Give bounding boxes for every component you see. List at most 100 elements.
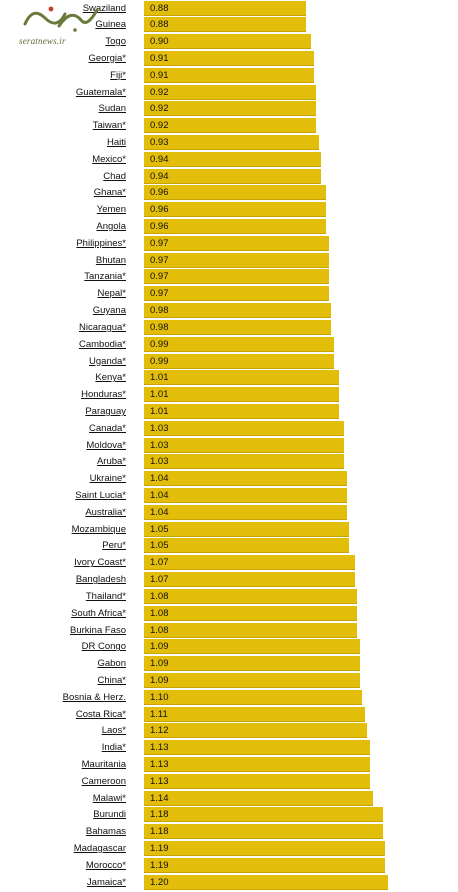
country-label: DR Congo — [0, 639, 126, 654]
country-label: Morocco* — [0, 858, 126, 873]
country-label-text: Cambodia* — [79, 338, 126, 350]
bar-value-label: 0.97 — [150, 271, 169, 283]
country-label-text: Nicaragua* — [79, 321, 126, 333]
country-label-text: Bhutan — [95, 254, 126, 266]
bar-value-label: 0.92 — [150, 103, 169, 115]
country-label: Chad — [0, 169, 126, 184]
bar-value-label: 1.09 — [150, 674, 169, 686]
bar — [144, 50, 314, 66]
country-label-text: Bahamas — [85, 826, 126, 838]
country-label: Angola — [0, 219, 126, 234]
bar — [144, 202, 327, 218]
country-label-text: Laos* — [101, 725, 126, 737]
bar — [144, 84, 317, 100]
country-label: Fiji* — [0, 68, 126, 83]
bar — [144, 588, 358, 604]
bar-row: Bahamas 1.18 — [0, 824, 458, 841]
bar-value-label: 1.03 — [150, 456, 169, 468]
bar-row: China* 1.09 — [0, 672, 458, 690]
bar-row: Mauritania 1.13 — [0, 757, 458, 774]
bar-value-label: 1.13 — [150, 759, 169, 770]
bar-value-label: 1.03 — [150, 422, 169, 434]
bar — [144, 17, 306, 33]
country-label-text: Georgia* — [88, 52, 127, 64]
bar-value-label: 1.07 — [150, 557, 169, 569]
bar-value-label: 0.96 — [150, 204, 169, 216]
bar — [144, 740, 371, 756]
country-label: Burkina Faso — [0, 623, 126, 638]
country-label-text: Bangladesh — [75, 574, 126, 586]
bar-row: Moldova* 1.03 — [0, 437, 458, 455]
bar-value-label: 0.92 — [150, 120, 169, 132]
country-label: Jamaica* — [0, 875, 126, 890]
country-label: Georgia* — [0, 51, 127, 66]
bar-row: Cameroon 1.13 — [0, 773, 458, 791]
bar-value-label: 0.94 — [150, 170, 169, 182]
country-label: Guyana — [0, 303, 126, 318]
bar-row: Mexico* 0.94 — [0, 151, 458, 169]
bar-row: Bosnia & Herz. 1.10 — [0, 689, 458, 707]
bar-value-label: 0.88 — [150, 19, 169, 31]
country-label-text: Yemen — [96, 204, 126, 216]
bar-value-label: 1.10 — [150, 691, 169, 703]
bar-row: Gabon 1.09 — [0, 656, 458, 673]
bar — [144, 235, 329, 251]
bar-value-label: 1.19 — [150, 859, 169, 871]
country-label: Bahamas — [0, 824, 126, 839]
bar-row: Madagascar 1.19 — [0, 841, 458, 858]
bar-value-label: 0.99 — [150, 338, 169, 350]
country-label: Guatemala* — [0, 85, 126, 100]
bar — [144, 471, 347, 487]
bar-row: Thailand* 1.08 — [0, 588, 458, 606]
bar-row: Bhutan 0.97 — [0, 252, 458, 270]
bar-value-label: 0.98 — [150, 321, 169, 333]
bar-value-label: 0.99 — [150, 355, 169, 367]
bar — [144, 488, 347, 504]
bar-value-label: 0.91 — [150, 69, 169, 81]
country-label-text: Saint Lucia* — [75, 490, 126, 502]
bar-value-label: 0.97 — [150, 288, 169, 300]
bar — [144, 269, 329, 285]
country-label: Uganda* — [0, 354, 126, 369]
country-label: Cambodia* — [0, 337, 126, 352]
bar — [144, 857, 386, 873]
country-label-text: Uganda* — [89, 355, 126, 367]
bar — [144, 504, 347, 520]
bar — [144, 824, 383, 840]
country-label-text: Burkina Faso — [70, 624, 126, 636]
bar — [144, 807, 383, 823]
country-label: Moldova* — [0, 438, 126, 453]
country-label-text: Paraguay — [85, 405, 126, 417]
bar — [144, 151, 322, 167]
bar-value-label: 1.01 — [150, 405, 169, 417]
bar-value-label: 0.96 — [150, 221, 169, 233]
country-label: Ivory Coast* — [0, 555, 126, 570]
country-label-text: Tanzania* — [84, 271, 126, 283]
bar — [144, 185, 327, 201]
country-label-text: Morocco* — [85, 859, 126, 871]
country-label: Peru* — [0, 538, 126, 553]
bar-row: Honduras* 1.01 — [0, 387, 458, 404]
bar-row: Mozambique 1.05 — [0, 521, 458, 539]
bar-value-label: 0.93 — [150, 136, 169, 148]
bar-row: Haiti 0.93 — [0, 134, 458, 152]
country-label: Honduras* — [0, 387, 126, 402]
bar-value-label: 1.04 — [150, 506, 169, 518]
bar-value-label: 0.92 — [150, 86, 169, 98]
bar-row: Georgia* 0.91 — [0, 50, 458, 68]
country-label: Thailand* — [0, 589, 126, 604]
bar — [144, 34, 311, 50]
country-label-text: Canada* — [89, 422, 126, 434]
country-label: Sudan — [0, 101, 126, 116]
country-label-text: Thailand* — [85, 590, 126, 602]
bar-value-label: 1.01 — [150, 389, 169, 401]
bar-row: Nepal* 0.97 — [0, 286, 458, 303]
country-label-text: Mauritania — [81, 759, 126, 770]
bar-row: Burkina Faso 1.08 — [0, 622, 458, 640]
country-label-text: Guinea — [95, 19, 126, 31]
country-label-text: Chad — [103, 170, 126, 182]
bar-row: Ghana* 0.96 — [0, 185, 458, 202]
country-label-text: Sudan — [98, 103, 126, 115]
bar — [144, 639, 360, 655]
bar — [144, 874, 388, 890]
